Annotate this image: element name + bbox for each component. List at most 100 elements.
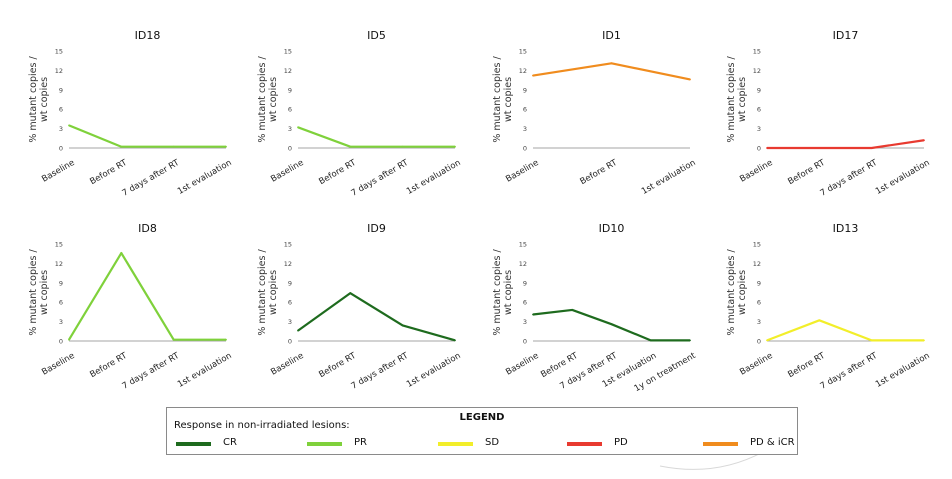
y-tick-label: 12: [284, 67, 292, 75]
y-axis-label: % mutant copies /wt copies: [726, 249, 748, 336]
x-tick-label: 1st evaluation: [176, 158, 233, 197]
legend-box: LEGEND Response in non-irradiated lesion…: [166, 407, 798, 455]
chart-panel-id8: ID8 % mutant copies /wt copies 0 3 6 9 12 15 Bas…: [28, 222, 234, 392]
y-tick-label: 15: [284, 241, 292, 249]
y-axis-label: % mutant copies /wt copies: [492, 56, 514, 143]
y-tick-label: 0: [288, 338, 292, 346]
y-tick-label: 12: [519, 260, 527, 268]
y-axis-label: % mutant copies /wt copies: [726, 56, 748, 143]
y-tick-label: 15: [284, 48, 292, 56]
legend-title: LEGEND: [459, 412, 505, 423]
y-tick-label: 15: [753, 241, 761, 249]
data-point: [766, 147, 768, 149]
x-tick-label: 1st evaluation: [874, 351, 931, 390]
data-point: [532, 74, 534, 77]
data-point: [68, 338, 70, 341]
x-tick-label: 7 days after RT: [121, 158, 182, 199]
data-point: [401, 145, 404, 148]
x-tick-label: 1st evaluation: [405, 158, 462, 197]
y-tick-label: 3: [288, 125, 292, 133]
y-tick-label: 0: [59, 145, 63, 153]
data-point: [610, 323, 613, 326]
chart-panel-id9: ID9 % mutant copies /wt copies 0 3 6 9 12 15 Bas…: [257, 222, 463, 392]
panel-title: ID13: [833, 222, 859, 235]
legend-subtitle: Response in non-irradiated lesions:: [174, 420, 350, 431]
panel-title: ID1: [602, 29, 621, 42]
x-tick-label: Before RT: [786, 351, 827, 381]
series-line: [297, 292, 456, 342]
data-point: [766, 339, 768, 342]
legend-label-cr: CR: [223, 437, 237, 448]
legend-label-pr: PR: [354, 437, 367, 448]
x-tick-label: Baseline: [504, 351, 540, 378]
y-tick-label: 0: [523, 338, 527, 346]
series-line: [297, 126, 455, 148]
data-point: [454, 145, 456, 148]
data-point: [870, 339, 873, 342]
y-tick-label: 3: [59, 318, 63, 326]
y-tick-label: 6: [288, 106, 292, 114]
y-tick-label: 9: [288, 279, 292, 287]
data-point: [923, 339, 925, 342]
series-line: [532, 62, 691, 81]
data-point: [923, 139, 925, 142]
y-tick-label: 3: [757, 318, 761, 326]
y-tick-label: 6: [523, 299, 527, 307]
y-tick-label: 0: [523, 145, 527, 153]
x-tick-label: Before RT: [579, 158, 620, 188]
y-tick-label: 6: [59, 299, 63, 307]
series-line: [532, 308, 690, 342]
data-point: [297, 329, 299, 332]
series-line: [68, 251, 226, 341]
panel-title: ID8: [138, 222, 157, 235]
series-line: [766, 319, 924, 342]
y-axis-label: % mutant copies /wt copies: [257, 249, 279, 336]
data-point: [571, 309, 574, 311]
panel-title: ID5: [367, 29, 386, 42]
series-line: [68, 124, 226, 148]
x-tick-label: 7 days after RT: [350, 351, 411, 392]
x-tick-label: Before RT: [317, 351, 358, 381]
y-tick-label: 12: [55, 260, 63, 268]
data-point: [349, 145, 352, 148]
y-axis-label: % mutant copies /wt copies: [257, 56, 279, 143]
panel-title: ID18: [135, 29, 161, 42]
data-point: [120, 145, 123, 148]
y-tick-label: 12: [519, 67, 527, 75]
x-tick-label: Baseline: [269, 158, 305, 185]
legend-swatch-cr: [176, 442, 211, 446]
data-point: [68, 124, 70, 127]
x-tick-label: 1st evaluation: [874, 158, 931, 197]
y-tick-label: 9: [523, 279, 527, 287]
x-tick-label: 7 days after RT: [350, 158, 411, 199]
y-tick-label: 0: [757, 145, 761, 153]
y-tick-label: 15: [519, 48, 527, 56]
y-tick-label: 12: [284, 260, 292, 268]
data-point: [401, 324, 404, 327]
y-tick-label: 6: [757, 106, 761, 114]
y-tick-label: 9: [59, 279, 63, 287]
chart-panel-id17: ID17 % mutant copies /wt copies 0 3 6 9 12 15 Ba…: [726, 29, 932, 199]
chart-panel-id1: ID1 % mutant copies /wt copies 0 3 6 9 12 15 Bas…: [492, 29, 698, 197]
chart-panel-id18: ID18 % mutant copies /wt copies 0 3 6 9 12 15 Ba…: [28, 29, 234, 199]
chart-panel-id5: ID5 % mutant copies /wt copies 0 3 6 9 12 15 Bas…: [257, 29, 463, 199]
x-tick-label: Before RT: [786, 158, 827, 188]
y-tick-label: 15: [55, 48, 63, 56]
y-tick-label: 9: [757, 86, 761, 94]
x-tick-label: Baseline: [40, 351, 76, 378]
panel-title: ID10: [599, 222, 625, 235]
legend-label-sd: SD: [485, 437, 500, 448]
chart-panel-id13: ID13 % mutant copies /wt copies 0 3 6 9 12 15 Ba…: [726, 222, 932, 392]
x-tick-label: 1st evaluation: [405, 351, 462, 390]
panel-title: ID17: [833, 29, 859, 42]
x-tick-label: Baseline: [738, 158, 774, 185]
x-tick-label: Before RT: [88, 158, 129, 188]
y-tick-label: 9: [59, 86, 63, 94]
y-tick-label: 6: [523, 106, 527, 114]
data-point: [689, 339, 691, 342]
data-point: [818, 147, 821, 149]
data-point: [532, 313, 534, 316]
y-tick-label: 6: [59, 106, 63, 114]
y-tick-label: 0: [288, 145, 292, 153]
